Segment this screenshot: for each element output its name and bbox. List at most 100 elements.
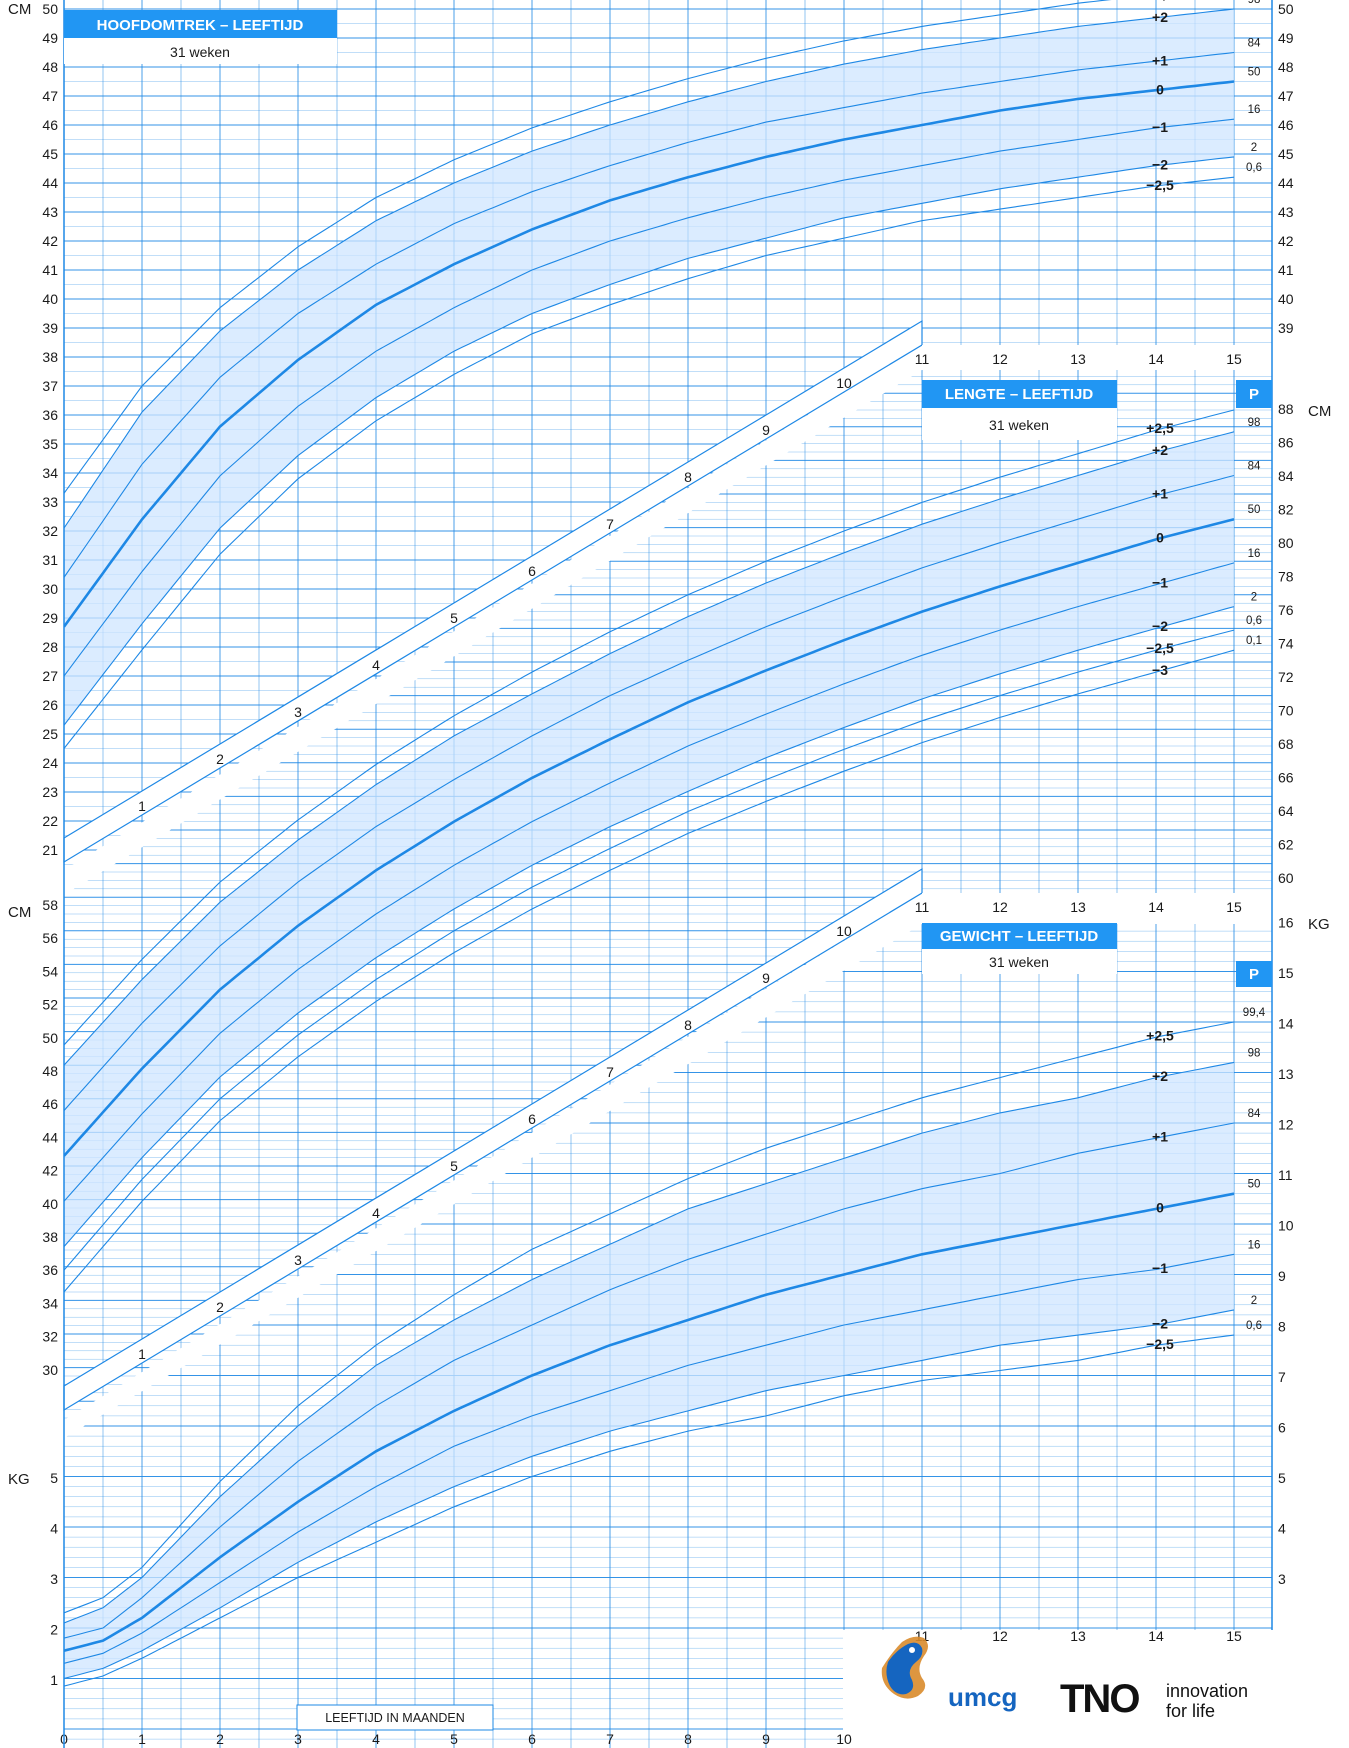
- strip-month-label: 9: [762, 422, 770, 438]
- len-xtick-top: 12: [992, 351, 1008, 367]
- len-sd-label: −3: [1152, 662, 1168, 678]
- len-ytick-left: 36: [42, 1262, 58, 1278]
- hc-curve-99-4: [64, 0, 1235, 494]
- len-ytick-left: 34: [42, 1295, 58, 1311]
- xtick-bottom: 10: [836, 1731, 852, 1747]
- hc-ytick-left: 34: [42, 465, 58, 481]
- wt-ytick-right: 12: [1278, 1117, 1294, 1133]
- len-ytick-right: 70: [1278, 703, 1294, 719]
- hc-ytick-right: 43: [1278, 204, 1294, 220]
- len-sd-label: −2: [1152, 618, 1168, 634]
- hc-unit-left: CM: [8, 1, 31, 18]
- logo-xtick-top: 15: [1226, 1628, 1242, 1644]
- wt-ytick-right: 6: [1278, 1420, 1286, 1436]
- wt-unit-right: KG: [1308, 916, 1330, 933]
- hc-ytick-left: 28: [42, 639, 58, 655]
- len-unit-left: CM: [8, 904, 31, 921]
- strip-month-label: 7: [606, 516, 614, 532]
- hc-ytick-right: 48: [1278, 59, 1294, 75]
- hc-sd-label: −2,5: [1146, 177, 1174, 193]
- hc-ytick-left: 47: [42, 88, 58, 104]
- len-ytick-left: 30: [42, 1362, 58, 1378]
- strip-month-label: 8: [684, 469, 692, 485]
- hc-ytick-right: 44: [1278, 175, 1294, 191]
- len-ytick-right: 80: [1278, 535, 1294, 551]
- strip-month-label: 6: [528, 563, 536, 579]
- wt-ytick-right: 14: [1278, 1016, 1294, 1032]
- hc-sd-label: +2: [1152, 9, 1168, 25]
- len-title-box: LENGTE – LEEFTIJD 31 weken P: [922, 380, 1272, 440]
- len-ytick-left: 56: [42, 930, 58, 946]
- wt-ytick-right: 11: [1278, 1167, 1293, 1183]
- len-ytick-right: 78: [1278, 569, 1294, 585]
- len-top-ticks-bg: [922, 345, 1272, 370]
- hc-sd-label: +1: [1152, 52, 1168, 68]
- wt-ytick-left: 3: [50, 1571, 58, 1587]
- hc-percentile-label: 16: [1248, 104, 1261, 116]
- hc-ytick-left: 41: [42, 262, 58, 278]
- len-curve-50: [64, 517, 1235, 1157]
- strip-month-label: 10: [836, 375, 852, 391]
- hc-ytick-left: 27: [42, 668, 58, 684]
- wt-percentile-label: 16: [1248, 1239, 1261, 1251]
- xtick-bottom: 7: [606, 1731, 614, 1747]
- wt-ytick-right: 4: [1278, 1521, 1286, 1537]
- hc-ytick-left: 26: [42, 697, 58, 713]
- hc-ytick-left: 48: [42, 59, 58, 75]
- len-curve-84: [64, 474, 1235, 1111]
- hc-sd-band: [64, 9, 1234, 726]
- logo-xtick-top: 14: [1148, 1628, 1164, 1644]
- hc-percentile-label: 0,6: [1246, 162, 1262, 174]
- strip-month-label: 6: [528, 1111, 536, 1127]
- hc-ytick-right: 46: [1278, 117, 1294, 133]
- wt-curve-16: [64, 1253, 1235, 1664]
- len-percentile-header: P: [1249, 386, 1259, 403]
- len-ytick-right: 62: [1278, 837, 1294, 853]
- hc-ytick-left: 32: [42, 523, 58, 539]
- len-ytick-right: 82: [1278, 502, 1294, 518]
- wt-sd-label: −1: [1152, 1260, 1168, 1276]
- wt-percentile-label: 50: [1248, 1179, 1261, 1191]
- hc-percentile-label: 50: [1248, 67, 1261, 79]
- len-curve-0-6: [64, 629, 1235, 1271]
- x-axis-label: LEEFTIJD IN MAANDEN: [325, 1711, 465, 1725]
- len-sd-label: −1: [1152, 575, 1168, 591]
- hc-ytick-left: 45: [42, 146, 58, 162]
- hc-ytick-left: 39: [42, 320, 58, 336]
- hc-curve-98: [64, 8, 1235, 529]
- hc-sd-label: 0: [1156, 81, 1164, 97]
- xtick-bottom: 2: [216, 1731, 224, 1747]
- len-percentile-label: 50: [1248, 504, 1261, 516]
- hc-curve-0-6: [64, 176, 1235, 749]
- wt-curves: [64, 1021, 1235, 1687]
- hc-ytick-right: 40: [1278, 291, 1294, 307]
- wt-ytick-left: 2: [50, 1622, 58, 1638]
- strip-month-label: 3: [294, 1252, 302, 1268]
- hc-ytick-left: 38: [42, 349, 58, 365]
- umcg-logo: umcg: [881, 1636, 1017, 1712]
- x-axis-label-box: LEEFTIJD IN MAANDEN: [296, 1704, 494, 1731]
- tno-tagline-1: innovation: [1166, 1681, 1248, 1701]
- strip-month-label: 2: [216, 1299, 224, 1315]
- len-xtick-top: 14: [1148, 351, 1164, 367]
- hc-ytick-right: 47: [1278, 88, 1294, 104]
- wt-percentile-label: 2: [1251, 1295, 1257, 1307]
- len-curves: [64, 409, 1235, 1293]
- strip-month-label: 7: [606, 1064, 614, 1080]
- wt-sd-label: +1: [1152, 1129, 1168, 1145]
- len-subtitle: 31 weken: [989, 417, 1049, 433]
- len-ytick-left: 40: [42, 1196, 58, 1212]
- len-percentile-label: 16: [1248, 548, 1261, 560]
- xtick-bottom: 3: [294, 1731, 302, 1747]
- wt-xtick-top: 13: [1070, 899, 1086, 915]
- len-percentile-label: 98: [1248, 417, 1261, 429]
- strip-month-label: 1: [138, 1346, 146, 1362]
- hc-ytick-left: 35: [42, 436, 58, 452]
- wt-curve-98: [64, 1061, 1235, 1624]
- hc-curve-84: [64, 51, 1235, 578]
- wt-percentile-label: 84: [1248, 1108, 1261, 1120]
- strip-month-label: 4: [372, 1205, 380, 1221]
- hc-ytick-left: 33: [42, 494, 58, 510]
- hc-ytick-left: 36: [42, 407, 58, 423]
